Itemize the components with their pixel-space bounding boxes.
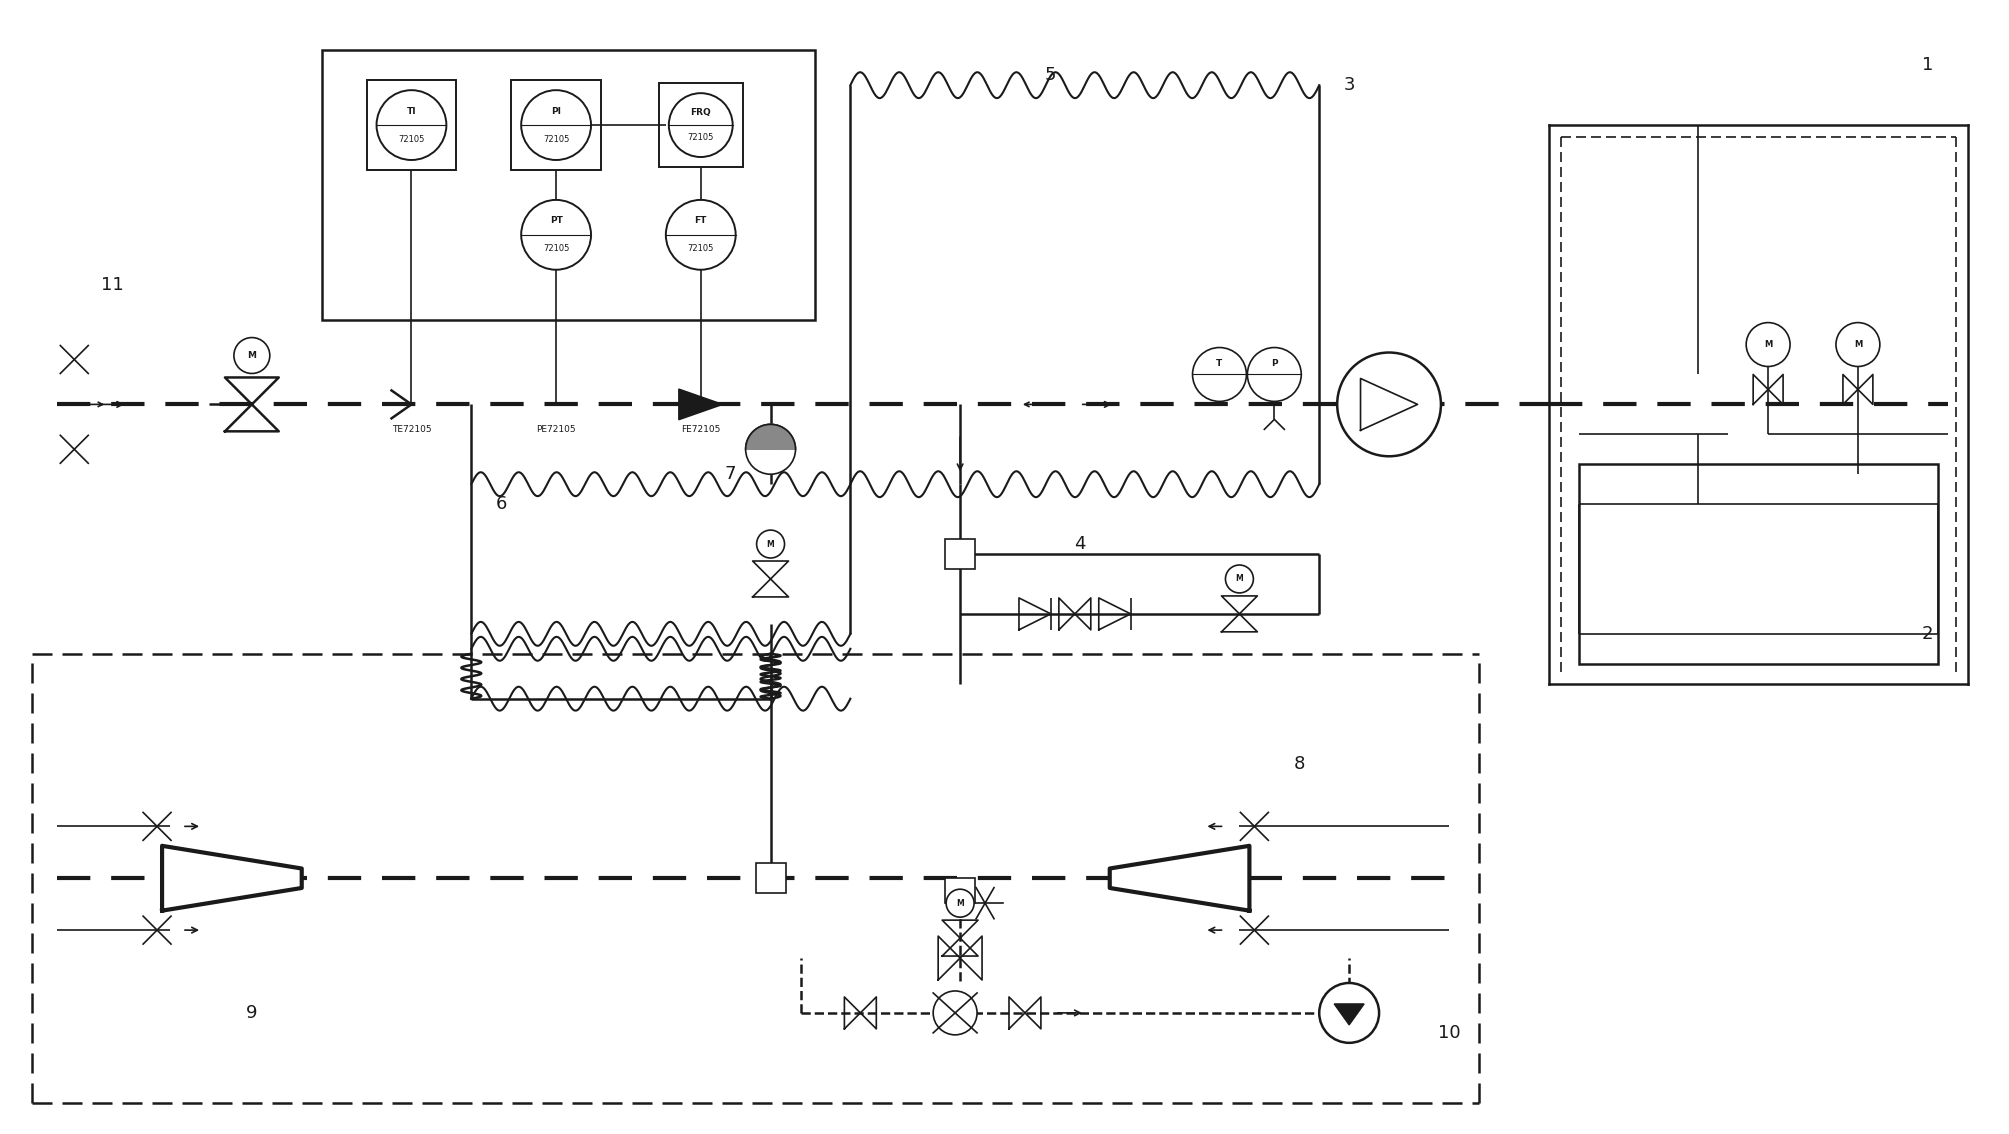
Text: 5: 5 xyxy=(1045,66,1055,84)
Text: M: M xyxy=(1236,575,1244,584)
Circle shape xyxy=(1320,983,1378,1043)
Circle shape xyxy=(1746,322,1790,366)
Circle shape xyxy=(757,530,786,558)
Text: 72105: 72105 xyxy=(398,135,424,144)
Circle shape xyxy=(1338,353,1440,456)
Circle shape xyxy=(1248,347,1302,401)
Text: T: T xyxy=(1215,359,1223,369)
Text: 10: 10 xyxy=(1438,1024,1461,1042)
Text: FT: FT xyxy=(695,217,707,226)
Circle shape xyxy=(520,91,591,160)
Text: 72105: 72105 xyxy=(542,244,569,253)
Circle shape xyxy=(665,200,735,270)
Text: 72105: 72105 xyxy=(542,135,569,144)
Text: M: M xyxy=(1854,340,1862,349)
Text: PI: PI xyxy=(550,107,561,116)
Text: M: M xyxy=(247,352,257,359)
Circle shape xyxy=(669,93,733,156)
Text: PE72105: PE72105 xyxy=(536,425,577,434)
Text: 9: 9 xyxy=(245,1004,257,1022)
Text: 11: 11 xyxy=(100,276,125,294)
Circle shape xyxy=(1193,347,1246,401)
Circle shape xyxy=(1225,565,1254,593)
Text: 6: 6 xyxy=(496,496,506,514)
Circle shape xyxy=(376,91,446,160)
Polygon shape xyxy=(679,389,723,420)
Text: 1: 1 xyxy=(1923,57,1933,74)
Text: 4: 4 xyxy=(1075,535,1085,553)
Circle shape xyxy=(520,200,591,270)
Polygon shape xyxy=(163,846,301,911)
Bar xyxy=(321,50,816,320)
Bar xyxy=(366,81,456,170)
Circle shape xyxy=(946,889,974,917)
Circle shape xyxy=(233,338,269,373)
Polygon shape xyxy=(1360,379,1418,430)
Text: M: M xyxy=(1764,340,1772,349)
Text: FRQ: FRQ xyxy=(691,108,711,117)
Text: M: M xyxy=(767,540,773,549)
Text: 7: 7 xyxy=(725,465,737,483)
Bar xyxy=(659,83,743,167)
Text: 2: 2 xyxy=(1923,625,1933,643)
Text: P: P xyxy=(1272,359,1278,369)
Text: M: M xyxy=(956,898,964,907)
Text: 3: 3 xyxy=(1344,76,1354,94)
Text: TE72105: TE72105 xyxy=(392,425,432,434)
Polygon shape xyxy=(745,424,796,449)
Polygon shape xyxy=(1334,1004,1364,1025)
Text: FE72105: FE72105 xyxy=(681,425,721,434)
Bar xyxy=(755,863,786,894)
Circle shape xyxy=(1836,322,1880,366)
Bar xyxy=(510,81,601,170)
Polygon shape xyxy=(1109,846,1250,911)
Text: 72105: 72105 xyxy=(687,244,713,253)
Text: PT: PT xyxy=(550,217,563,226)
Bar xyxy=(944,539,974,569)
Circle shape xyxy=(745,424,796,474)
Text: 72105: 72105 xyxy=(687,134,713,143)
Circle shape xyxy=(932,991,976,1035)
Bar xyxy=(944,878,974,903)
Text: TI: TI xyxy=(406,107,416,116)
Text: 8: 8 xyxy=(1294,754,1306,772)
Bar xyxy=(1579,464,1939,663)
